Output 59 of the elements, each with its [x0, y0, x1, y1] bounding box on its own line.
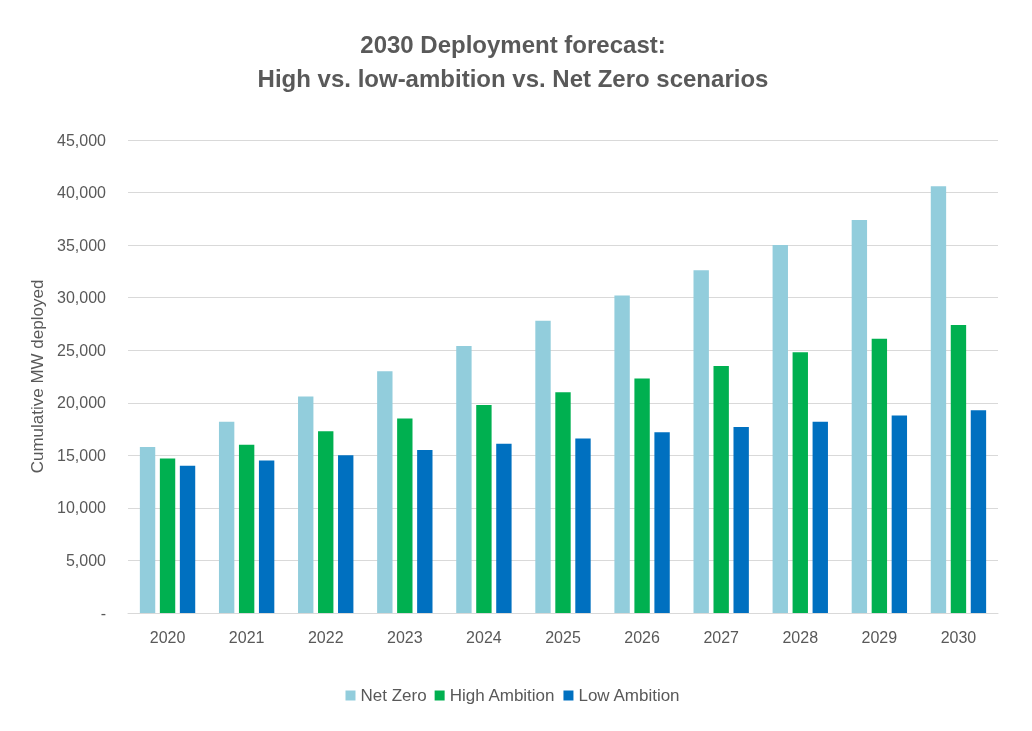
y-tick-label: 5,000 [65, 551, 107, 569]
x-tick-label: 2024 [466, 628, 502, 646]
y-tick-label: 45,000 [57, 131, 107, 149]
bar [871, 338, 888, 613]
x-tick-label: 2030 [940, 628, 977, 646]
bar [139, 446, 156, 613]
bar [218, 421, 235, 613]
x-tick-label: 2020 [149, 628, 186, 646]
bar [930, 186, 947, 613]
bar [159, 458, 176, 613]
legend-label: Low Ambition [578, 686, 680, 705]
bar [891, 415, 908, 613]
bar [417, 450, 433, 613]
bar [476, 404, 492, 613]
y-tick-label: 20,000 [57, 394, 107, 412]
bar [179, 465, 196, 613]
y-tick-label: 25,000 [57, 341, 107, 359]
bar [456, 346, 472, 613]
x-tick-label: 2022 [307, 628, 344, 646]
x-tick-label: 2023 [387, 628, 423, 646]
bar [338, 455, 354, 613]
bar [772, 245, 788, 613]
bar [654, 432, 670, 613]
bar [377, 371, 393, 613]
bar [693, 270, 709, 613]
y-tick-label: 35,000 [57, 236, 107, 254]
legend-label: Net Zero [360, 686, 427, 705]
bar [496, 443, 512, 613]
y-tick-label: 10,000 [57, 499, 107, 517]
y-tick-label: 15,000 [57, 446, 107, 464]
bar [614, 295, 630, 613]
bar [575, 438, 591, 613]
x-tick-label: 2029 [861, 628, 898, 646]
chart-title: 2030 Deployment forecast: High vs. low-ambition vs. Net Zero scenarios [257, 30, 769, 92]
y-tick-label: 40,000 [57, 184, 107, 202]
y-tick-label: 30,000 [57, 289, 107, 307]
legend-label: High Ambition [449, 686, 555, 705]
bar [634, 378, 650, 613]
bar [238, 444, 255, 613]
bar [792, 352, 808, 613]
x-tick-label: 2027 [703, 628, 740, 646]
bar [535, 320, 551, 613]
bar [733, 426, 749, 613]
x-tick-label: 2028 [782, 628, 819, 646]
bar [950, 325, 967, 613]
bar [970, 410, 987, 613]
x-tick-label: 2026 [624, 628, 660, 646]
y-tick-label: - [100, 604, 106, 622]
x-tick-label: 2025 [545, 628, 581, 646]
bar [258, 460, 275, 613]
bar [851, 219, 868, 613]
bar [298, 396, 314, 613]
bar [318, 431, 334, 613]
y-axis-title: Cumulative MW deployed [28, 279, 48, 474]
bar [555, 392, 571, 613]
x-tick-label: 2021 [228, 628, 265, 646]
bar [397, 418, 413, 613]
bar [812, 421, 828, 613]
bar [713, 365, 729, 613]
